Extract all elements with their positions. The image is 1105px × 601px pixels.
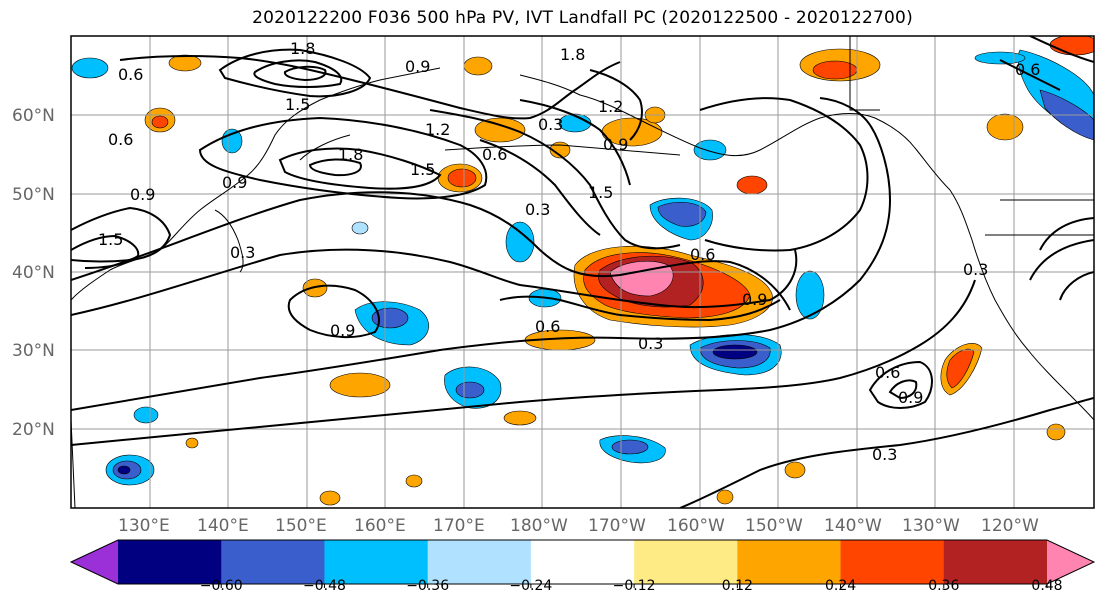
lon-label: 160°W: [667, 516, 725, 536]
lat-label: 20°N: [12, 420, 55, 440]
contour-label: 1.2: [598, 97, 623, 116]
lat-label: 50°N: [12, 185, 55, 205]
contour-label: 0.3: [872, 445, 897, 464]
contour-label: 0.6: [118, 65, 143, 84]
colorbar-segment: [324, 540, 429, 584]
contour-label: 1.5: [98, 230, 123, 249]
lat-label: 30°N: [12, 341, 55, 361]
contour-label: 1.8: [290, 39, 315, 58]
contour-label: 1.8: [560, 45, 585, 64]
contour-label: 1.5: [410, 160, 435, 179]
contour-label: 0.6: [690, 245, 715, 264]
lon-label: 130°W: [902, 516, 960, 536]
map-frame: [70, 35, 1095, 509]
colorbar-tick-label: −0.48: [303, 578, 346, 594]
contour-label: 1.8: [338, 145, 363, 164]
longitude-labels: 130°E 140°E 150°E 160°E 170°E 180°W 170°…: [118, 516, 1039, 536]
colorbar-extend-min: [71, 540, 118, 584]
pv-shading: [71, 36, 1094, 506]
lon-label: 170°W: [588, 516, 646, 536]
colorbar-segment: [737, 540, 842, 584]
contour-label: 0.6: [535, 317, 560, 336]
contour-label: 0.3: [230, 243, 255, 262]
lat-label: 60°N: [12, 106, 55, 126]
contour-label: 1.2: [425, 120, 450, 139]
contour-label: 0.9: [405, 57, 430, 76]
lon-label: 150°W: [745, 516, 803, 536]
colorbar-segment: [840, 540, 945, 584]
lon-label: 160°E: [354, 516, 406, 536]
contour-label: 0.6: [482, 145, 507, 164]
contour-label: 1.5: [588, 183, 613, 202]
colorbar-tick-label: 0.36: [928, 578, 959, 594]
lon-label: 140°E: [197, 516, 249, 536]
contour-label: 0.3: [638, 334, 663, 353]
colorbar-segment: [427, 540, 532, 584]
lon-label: 120°W: [981, 516, 1039, 536]
contour-label: 0.9: [222, 173, 247, 192]
colorbar-outline: [69, 539, 1096, 585]
colorbar-tick-label: 0.12: [722, 578, 753, 594]
contour-label: 0.9: [898, 388, 923, 407]
lat-label: 40°N: [12, 263, 55, 283]
contour-label: 0.9: [130, 185, 155, 204]
colorbar-segment: [118, 540, 222, 584]
contour-label: 1.5: [285, 95, 310, 114]
contour-label: 0.9: [742, 290, 767, 309]
colorbar-extend-max: [1047, 540, 1094, 584]
contour-label: 0.3: [525, 200, 550, 219]
lon-label: 170°E: [433, 516, 485, 536]
colorbar-tick-label: 0.24: [825, 578, 856, 594]
lon-label: 180°W: [510, 516, 568, 536]
contour-label: 0.3: [538, 115, 563, 134]
lon-label: 140°W: [824, 516, 882, 536]
coastlines: [71, 36, 1094, 508]
colorbar-tick-label: −0.24: [509, 578, 552, 594]
contour-label: 0.9: [603, 135, 628, 154]
colorbar-segment: [530, 540, 635, 584]
colorbar-tick-label: −0.12: [613, 578, 656, 594]
colorbar: −0.60 −0.48 −0.36 −0.24 −0.12 0.12 0.24 0.36 0.4…: [69, 539, 1096, 594]
contour-label: 0.6: [875, 363, 900, 382]
contour-labels: 1.8 0.9 0.6 0.6 1.5 1.2 1.8 1.5 0.9 0.9 …: [98, 39, 1040, 464]
colorbar-tick-label: −0.60: [200, 578, 243, 594]
colorbar-tick-label: 0.48: [1031, 578, 1062, 594]
contour-label: 0.6: [108, 130, 133, 149]
contour-label: 0.6: [1015, 60, 1040, 79]
latitude-labels: 60°N 50°N 40°N 30°N 20°N: [12, 106, 55, 440]
colorbar-segment: [634, 540, 738, 584]
colorbar-tick-label: −0.36: [406, 578, 449, 594]
map-title: 2020122200 F036 500 hPa PV, IVT Landfall…: [252, 8, 913, 28]
contour-label: 0.9: [330, 321, 355, 340]
pv-contours: [71, 36, 1094, 508]
lon-label: 130°E: [118, 516, 170, 536]
colorbar-segment: [943, 540, 1048, 584]
contour-label: 0.3: [963, 260, 988, 279]
colorbar-segment: [221, 540, 325, 584]
lon-label: 150°E: [275, 516, 327, 536]
